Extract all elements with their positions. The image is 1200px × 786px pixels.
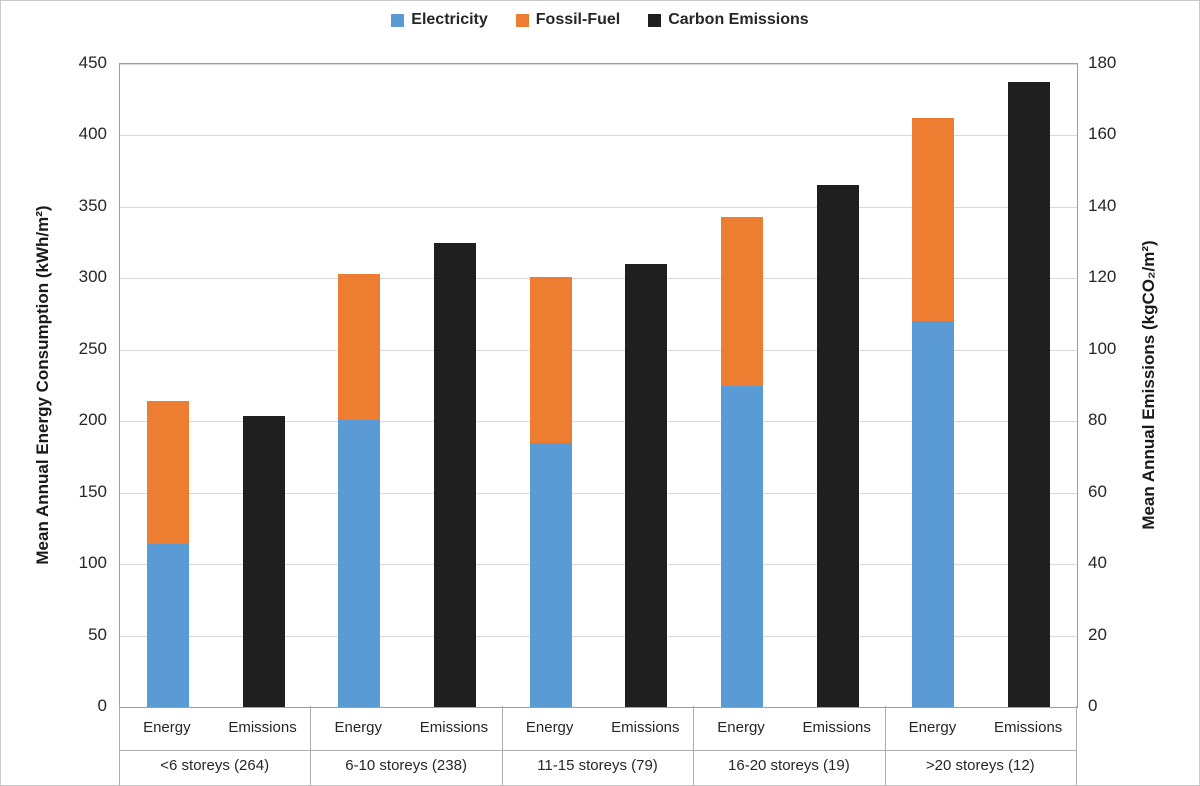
bar-emissions-3 (816, 185, 859, 707)
x-axis-sub-label-emissions-4: Emissions (993, 719, 1063, 736)
bar-fossil-fuel-2 (529, 276, 572, 443)
bar-emissions-1 (433, 242, 476, 707)
y-axis-label-right: 80 (1088, 410, 1107, 430)
x-axis-sub-label-energy-3: Energy (717, 719, 765, 736)
y-axis-label-left: 350 (78, 195, 107, 215)
y-axis-label-right: 120 (1088, 267, 1117, 287)
category-separator (1076, 706, 1077, 785)
y-axis-label-right: 0 (1088, 696, 1098, 715)
y-axis-label-right: 140 (1088, 195, 1117, 215)
bar-electricity-4 (912, 321, 955, 707)
y-axis-label-left: 0 (97, 696, 107, 715)
gridline (120, 421, 1077, 423)
legend-label-carbon-emissions: Carbon Emissions (668, 11, 809, 28)
y-axis-label-right: 20 (1088, 624, 1107, 644)
x-axis-sub-label-energy-1: Energy (334, 719, 382, 736)
category-separator (884, 706, 886, 785)
category-separator (119, 706, 120, 785)
gridline (120, 492, 1077, 494)
bar-emissions-0 (242, 415, 285, 707)
y-axis-label-left: 400 (78, 124, 107, 144)
legend-label-electricity: Electricity (411, 11, 488, 28)
bar-emissions-2 (625, 264, 668, 707)
legend-item-electricity: Electricity (391, 11, 488, 29)
x-axis-sub-label-energy-4: Energy (908, 719, 957, 736)
legend-item-carbon-emissions: Carbon Emissions (648, 11, 809, 29)
bar-fossil-fuel-4 (912, 118, 955, 322)
x-axis-group-label-3: 16-20 storeys (19) (728, 757, 850, 774)
plot-area (119, 63, 1078, 708)
category-tier-divider (119, 750, 1077, 751)
y-axis-label-left: 100 (78, 553, 107, 573)
bar-electricity-1 (338, 419, 381, 707)
legend-item-fossil-fuel: Fossil-Fuel (515, 11, 621, 29)
gridline (120, 349, 1077, 351)
y-axis-label-right: 40 (1088, 553, 1107, 573)
category-separator (693, 706, 695, 785)
x-axis-sub-label-energy-2: Energy (525, 719, 574, 736)
left-axis-title: Mean Annual Energy Consumption (kWh/m²) (33, 204, 52, 565)
x-axis-sub-label-emissions-2: Emissions (611, 719, 680, 736)
bar-fossil-fuel-3 (721, 216, 764, 386)
bar-electricity-3 (721, 385, 764, 707)
gridline (120, 135, 1077, 137)
y-axis-label-left: 50 (88, 624, 107, 644)
y-axis-label-left: 150 (78, 481, 107, 501)
y-axis-label-right: 60 (1088, 481, 1107, 501)
bar-electricity-0 (146, 544, 189, 707)
category-separator (501, 706, 503, 785)
x-axis-sub-label-emissions-1: Emissions (419, 719, 489, 736)
category-separator (310, 706, 312, 785)
gridline (120, 278, 1077, 280)
x-axis-sub-label-emissions-0: Emissions (228, 719, 297, 736)
x-axis-group-label-2: 11-15 storeys (79) (537, 757, 658, 774)
legend-swatch-fossil-fuel (515, 13, 529, 27)
x-axis-sub-label-emissions-3: Emissions (802, 719, 871, 736)
x-axis-sub-label-energy-0: Energy (143, 719, 191, 736)
y-axis-label-left: 450 (78, 53, 107, 72)
gridline (120, 564, 1077, 566)
x-axis-group-label-0: <6 storeys (264) (160, 757, 270, 774)
gridline (120, 206, 1077, 208)
legend-swatch-electricity (391, 13, 405, 27)
bar-electricity-2 (529, 442, 572, 707)
legend-swatch-carbon-emissions (648, 13, 662, 27)
bar-emissions-4 (1008, 81, 1051, 707)
y-axis-label-right: 180 (1088, 53, 1117, 72)
x-axis-group-label-1: 6-10 storeys (238) (345, 757, 467, 774)
bar-fossil-fuel-1 (338, 274, 381, 420)
x-axis-group-label-4: >20 storeys (12) (925, 757, 1035, 774)
y-axis-label-left: 300 (78, 267, 107, 287)
gridline (120, 635, 1077, 637)
legend-label-fossil-fuel: Fossil-Fuel (535, 11, 621, 28)
y-axis-label-right: 160 (1088, 124, 1117, 144)
y-axis-label-left: 250 (78, 338, 107, 358)
bar-fossil-fuel-0 (146, 401, 189, 545)
y-axis-label-right: 100 (1088, 338, 1117, 358)
gridline (120, 64, 1077, 65)
chart-legend: Electricity Fossil-Fuel Carbon Emissions (1, 11, 1199, 29)
y-axis-label-left: 200 (78, 410, 107, 430)
